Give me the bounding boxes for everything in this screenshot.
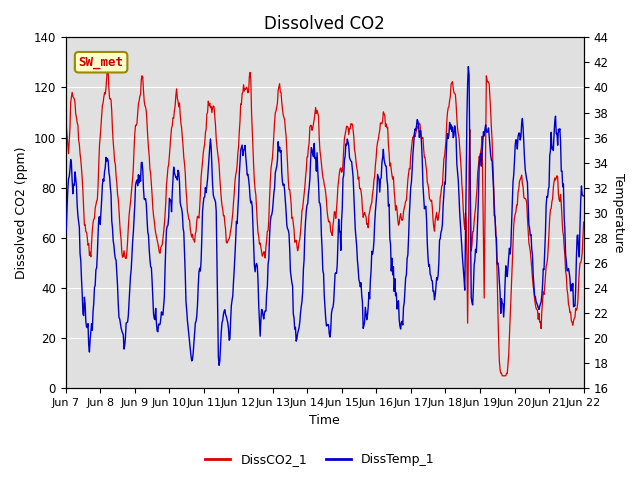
Text: SW_met: SW_met (79, 56, 124, 69)
Y-axis label: Dissolved CO2 (ppm): Dissolved CO2 (ppm) (15, 146, 28, 279)
Legend: DissCO2_1, DissTemp_1: DissCO2_1, DissTemp_1 (200, 448, 440, 471)
Y-axis label: Temperature: Temperature (612, 173, 625, 252)
Title: Dissolved CO2: Dissolved CO2 (264, 15, 385, 33)
X-axis label: Time: Time (309, 414, 340, 427)
